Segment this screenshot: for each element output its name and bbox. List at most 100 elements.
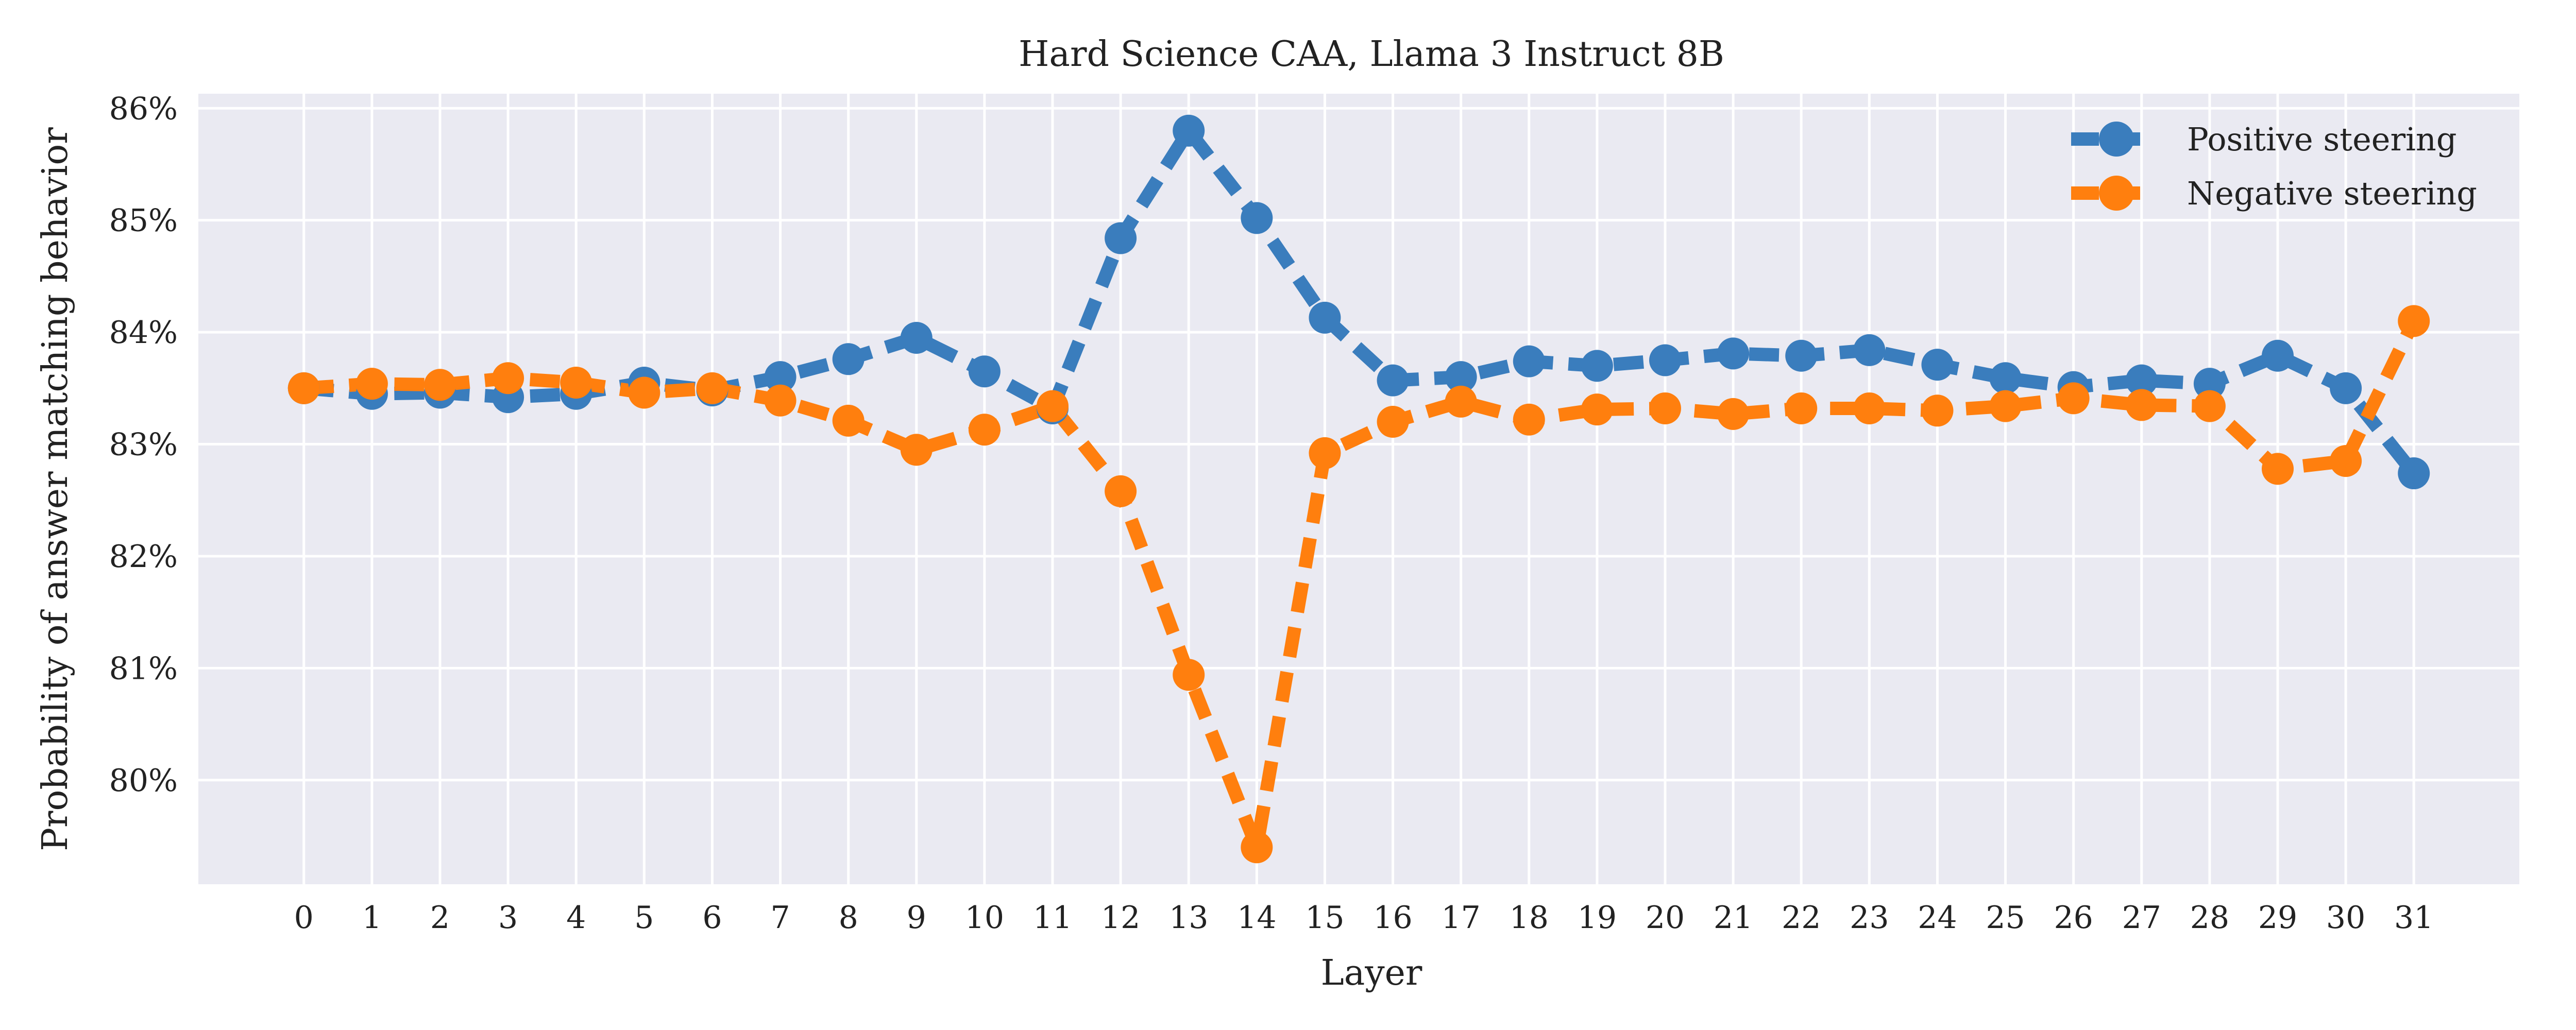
data-point-positive: [1853, 334, 1886, 366]
data-point-positive: [1989, 362, 2022, 394]
data-point-negative: [1105, 475, 1137, 507]
data-point-negative: [2125, 389, 2158, 421]
data-point-positive: [2398, 457, 2430, 490]
data-point-negative: [2262, 453, 2294, 485]
x-tick-label: 3: [498, 900, 518, 936]
data-point-negative: [1921, 394, 1954, 427]
data-point-positive: [1581, 350, 1613, 382]
y-tick-label: 83%: [109, 427, 178, 463]
x-tick-label: 25: [1986, 900, 2025, 936]
data-point-negative: [832, 404, 865, 437]
data-point-positive: [1785, 339, 1818, 372]
data-point-negative: [287, 372, 320, 404]
x-tick-label: 14: [1237, 900, 1276, 936]
x-tick-label: 18: [1510, 900, 1549, 936]
x-tick-label: 7: [770, 900, 790, 936]
y-tick-label: 85%: [109, 203, 178, 239]
data-point-positive: [900, 321, 933, 354]
data-point-negative: [628, 376, 660, 409]
x-tick-label: 13: [1169, 900, 1208, 936]
x-tick-label: 31: [2394, 900, 2433, 936]
data-point-negative: [1377, 406, 1409, 438]
data-point-positive: [1173, 114, 1205, 147]
data-point-negative: [968, 414, 1001, 446]
data-point-negative: [1309, 437, 1341, 469]
data-point-negative: [423, 369, 456, 401]
data-point-negative: [492, 362, 524, 394]
data-point-positive: [1377, 364, 1409, 397]
grid: [198, 94, 2519, 884]
data-point-positive: [968, 355, 1001, 388]
data-point-negative: [1989, 390, 2022, 422]
data-point-negative: [1445, 385, 1477, 418]
x-tick-label: 23: [1850, 900, 1889, 936]
data-point-positive: [2193, 368, 2226, 400]
data-point-positive: [2330, 372, 2362, 404]
x-tick-label: 4: [566, 900, 586, 936]
y-tick-label: 86%: [109, 91, 178, 127]
plot-area-background: [198, 94, 2519, 884]
x-tick-label: 9: [907, 900, 926, 936]
series-line-positive: [303, 124, 2419, 478]
data-point-positive: [1921, 349, 1954, 381]
legend-label-positive: Positive steering: [2187, 121, 2457, 158]
data-point-negative: [1513, 403, 1545, 436]
x-tick-label: 21: [1714, 900, 1753, 936]
data-point-positive: [1513, 345, 1545, 377]
chart-title: Hard Science CAA, Llama 3 Instruct 8B: [1019, 34, 1724, 75]
data-point-positive: [1649, 344, 1682, 376]
data-point-negative: [1581, 393, 1613, 426]
x-tick-label: 19: [1578, 900, 1617, 936]
x-tick-label: 11: [1033, 900, 1072, 936]
data-point-negative: [355, 368, 388, 400]
y-axis-label: Probability of answer matching behavior: [35, 127, 76, 851]
series-group: [287, 114, 2430, 864]
x-tick-label: 5: [634, 900, 654, 936]
data-point-negative: [1036, 390, 1069, 422]
x-tick-label: 24: [1918, 900, 1957, 936]
x-tick-label: 29: [2258, 900, 2297, 936]
data-point-negative: [2057, 382, 2090, 415]
x-tick-label: 28: [2190, 900, 2229, 936]
data-point-positive: [1105, 222, 1137, 254]
x-tick-label: 16: [1373, 900, 1412, 936]
x-tick-label: 26: [2054, 900, 2093, 936]
x-tick-label: 30: [2326, 900, 2365, 936]
data-point-negative: [900, 434, 933, 466]
data-point-positive: [1241, 202, 1273, 234]
data-point-negative: [1785, 392, 1818, 424]
data-point-positive: [1717, 337, 1750, 370]
x-tick-label: 15: [1305, 900, 1344, 936]
data-point-negative: [2193, 390, 2226, 422]
tick-labels: 0 1 2 3 4 5 6 7 8 9 10 11 12 13 14 15 16 17 18 19 20 21 22 23 24…: [109, 91, 2434, 936]
y-tick-label: 80%: [109, 763, 178, 799]
x-tick-label: 1: [362, 900, 382, 936]
y-tick-label: 84%: [109, 315, 178, 351]
data-point-positive: [2262, 339, 2294, 372]
x-tick-label: 22: [1782, 900, 1821, 936]
x-tick-label: 20: [1646, 900, 1685, 936]
data-point-negative: [696, 372, 728, 404]
data-point-positive: [2125, 364, 2158, 397]
x-axis-label: Layer: [1321, 953, 1422, 993]
x-tick-label: 12: [1101, 900, 1140, 936]
data-point-negative: [1853, 392, 1886, 424]
x-tick-label: 0: [294, 900, 314, 936]
x-tick-label: 27: [2122, 900, 2161, 936]
data-point-negative: [2330, 445, 2362, 477]
legend-marker-negative: [2099, 176, 2134, 211]
data-point-positive: [764, 361, 796, 393]
data-point-positive: [1445, 361, 1477, 393]
x-tick-label: 6: [702, 900, 722, 936]
x-tick-label: 8: [839, 900, 858, 936]
x-tick-label: 10: [965, 900, 1004, 936]
data-point-positive: [832, 343, 865, 375]
data-point-negative: [1173, 659, 1205, 691]
data-point-negative: [560, 366, 592, 399]
data-point-positive: [1309, 301, 1341, 334]
data-point-negative: [1649, 392, 1682, 424]
legend: Positive steering Negative steering: [2071, 121, 2477, 212]
data-point-negative: [1717, 398, 1750, 430]
y-tick-label: 82%: [109, 539, 178, 575]
